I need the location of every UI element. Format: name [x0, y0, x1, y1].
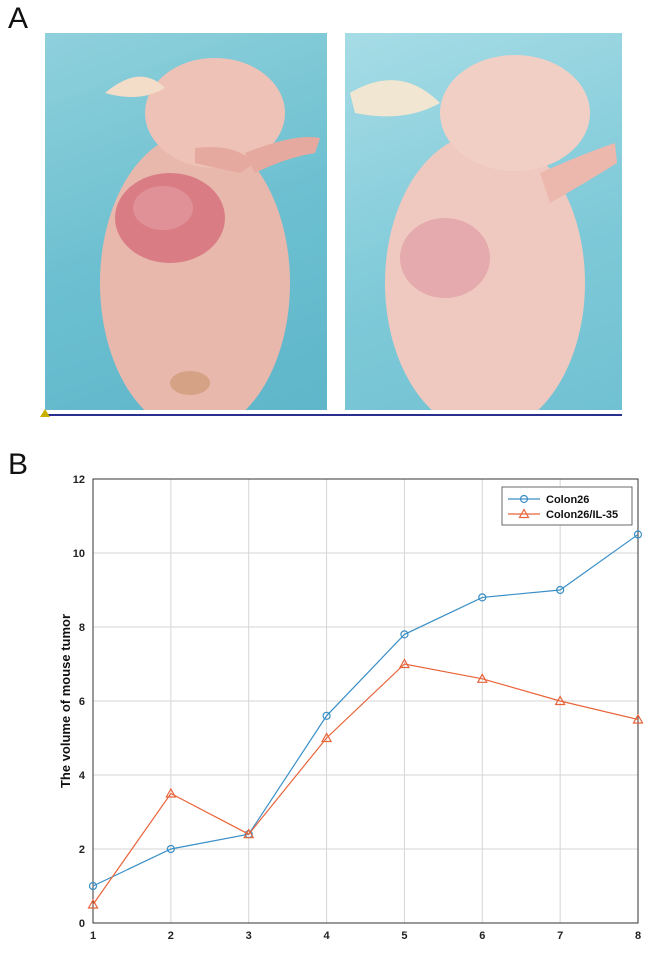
- data-point: [88, 881, 98, 891]
- tumor-mouse-photo-il35: [345, 33, 622, 410]
- y-tick-label: 10: [73, 548, 85, 560]
- data-point: [322, 711, 331, 720]
- data-point: [556, 585, 565, 595]
- series-1: [87, 658, 644, 909]
- legend-marker: [519, 494, 529, 504]
- legend-marker: [518, 508, 530, 519]
- data-point: [165, 787, 177, 798]
- x-tick-label: 8: [635, 930, 641, 942]
- data-point: [633, 530, 643, 539]
- triangle-marker-icon: [40, 409, 50, 417]
- y-axis-label: The volume of mouse tumor: [58, 614, 73, 788]
- series-line: [92, 663, 639, 905]
- mouse-illustration-left: [100, 58, 320, 410]
- tumor-mouse-photo-control: [45, 33, 327, 410]
- data-point: [478, 593, 487, 602]
- plot-frame: [92, 478, 639, 924]
- x-tick-label: 6: [479, 930, 485, 942]
- panel-label-b: B: [8, 448, 29, 481]
- legend-box: [501, 486, 633, 526]
- x-tick-label: 5: [401, 930, 407, 942]
- x-tick-label: 4: [324, 930, 331, 942]
- y-tick-label: 2: [79, 844, 85, 856]
- data-point: [87, 898, 99, 909]
- data-point: [476, 673, 488, 683]
- y-tick-label: 0: [79, 918, 85, 930]
- x-tick-label: 2: [168, 930, 174, 942]
- series-line: [92, 534, 639, 887]
- x-tick-label: 1: [90, 930, 96, 942]
- series-0: [88, 530, 643, 891]
- legend-label: Colon26/IL-35: [546, 509, 618, 521]
- data-point: [632, 713, 644, 724]
- series-layer: [87, 530, 644, 909]
- x-tick-label: 7: [557, 930, 563, 942]
- y-tick-label: 12: [73, 474, 85, 486]
- legend: Colon26 Colon26/IL-35: [501, 486, 633, 526]
- y-tick-label: 8: [79, 622, 85, 634]
- y-tick-label: 6: [79, 696, 85, 708]
- photo-divider-line: [44, 414, 622, 416]
- data-point: [554, 695, 566, 706]
- data-point: [166, 844, 175, 854]
- data-point: [398, 658, 410, 669]
- y-tick-label: 4: [79, 770, 86, 782]
- data-point: [400, 630, 409, 639]
- data-point: [243, 828, 255, 839]
- data-point: [321, 732, 333, 743]
- legend-label: Colon26: [546, 494, 589, 506]
- mouse-illustration-right: [350, 55, 617, 410]
- panel-label-a: A: [8, 2, 29, 35]
- x-tick-label: 3: [246, 930, 252, 942]
